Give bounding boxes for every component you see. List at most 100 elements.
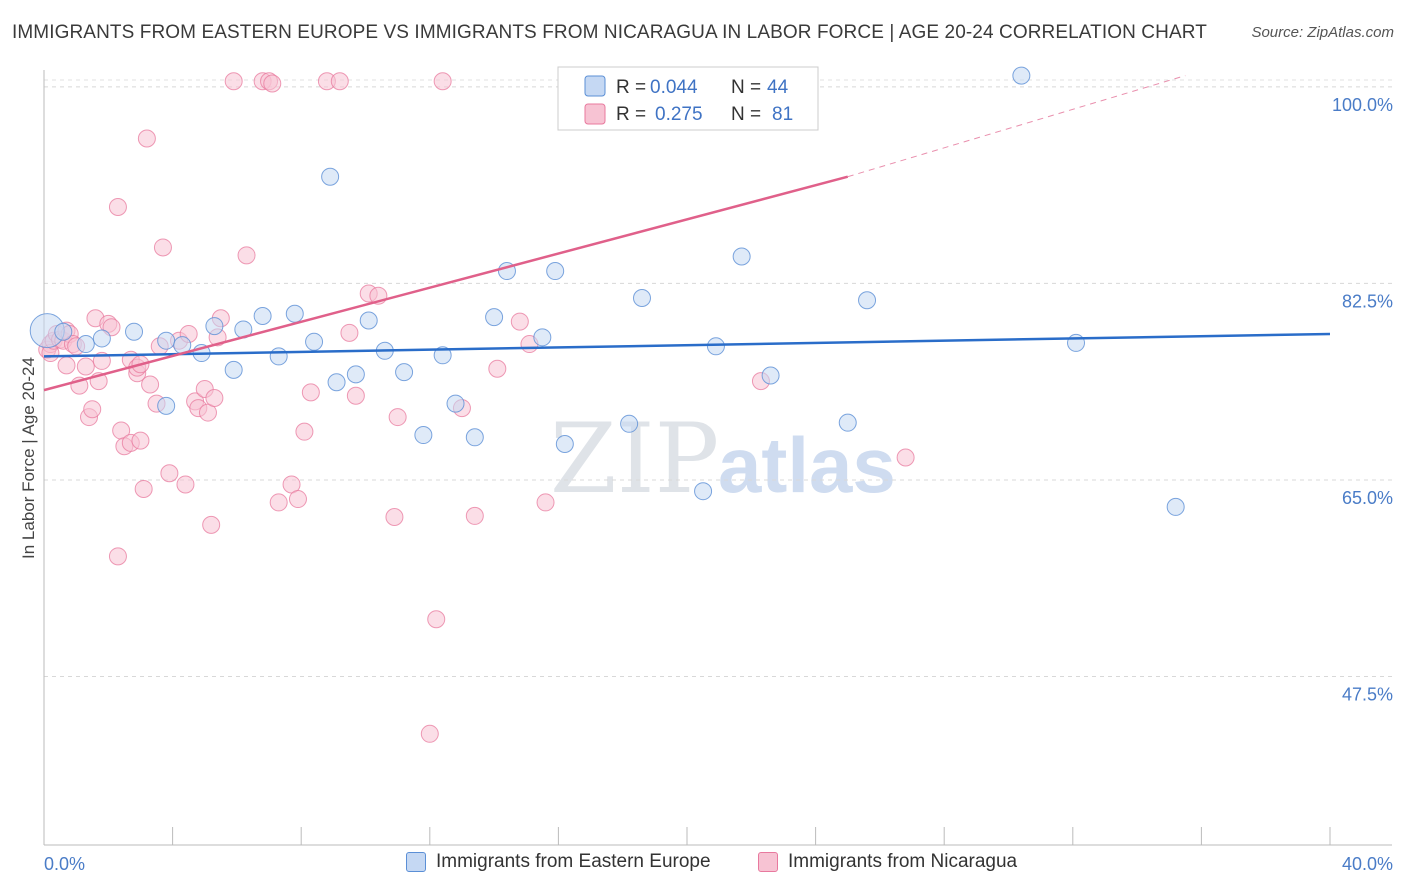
legend-n-value-2: 81 — [772, 104, 793, 125]
point-nicaragua-54 — [269, 493, 288, 512]
point-nicaragua-39 — [176, 475, 195, 494]
point-eastern-europe-15 — [305, 332, 324, 351]
point-eastern-europe-32 — [632, 289, 651, 308]
point-nicaragua-15 — [83, 400, 102, 419]
point-eastern-europe-13 — [269, 347, 288, 366]
legend-n-value-1: 44 — [767, 77, 789, 98]
point-nicaragua-36 — [153, 238, 172, 257]
point-eastern-europe-31 — [620, 414, 639, 433]
legend-swatch-blue — [584, 75, 606, 97]
y-tick-label-1: 82.5% — [1342, 291, 1393, 311]
point-nicaragua-60 — [330, 72, 349, 91]
point-eastern-europe-36 — [732, 247, 751, 266]
point-nicaragua-22 — [108, 547, 127, 566]
trend-line-eastern-europe — [43, 332, 1331, 358]
trend-lines — [43, 75, 1331, 392]
point-eastern-europe-16 — [321, 167, 340, 186]
point-nicaragua-56 — [288, 490, 307, 509]
point-nicaragua-31 — [134, 479, 153, 498]
tick-labels: 100.0% 82.5% 65.0% 47.5% 0.0% 40.0% — [44, 95, 1393, 874]
trend-line-nicaragua — [43, 175, 849, 392]
point-nicaragua-69 — [433, 72, 452, 91]
point-nicaragua-45 — [202, 515, 221, 534]
x-tick-label-0: 0.0% — [44, 854, 85, 874]
point-nicaragua-7 — [57, 356, 76, 375]
x-tick-label-1: 40.0% — [1342, 854, 1393, 874]
point-eastern-europe-18 — [346, 365, 365, 384]
point-nicaragua-57 — [295, 422, 314, 441]
bottom-legend-label-nicaragua: Immigrants from Nicaragua — [788, 851, 1018, 872]
y-tick-label-3: 47.5% — [1342, 685, 1393, 705]
point-nicaragua-73 — [510, 312, 529, 331]
legend-r-value-2: 0.275 — [655, 104, 703, 125]
point-eastern-europe-30 — [555, 435, 574, 454]
bottom-legend-label-eastern-europe: Immigrants from Eastern Europe — [436, 851, 711, 872]
point-eastern-europe-5 — [157, 396, 176, 415]
y-axis-label: In Labor Force | Age 20-24 — [19, 357, 38, 559]
point-eastern-europe-19 — [359, 311, 378, 330]
point-eastern-europe-26 — [485, 308, 504, 327]
y-tick-label-0: 100.0% — [1332, 95, 1393, 115]
point-nicaragua-67 — [420, 724, 439, 743]
point-eastern-europe-38 — [838, 413, 857, 432]
point-eastern-europe-34 — [694, 482, 713, 501]
point-eastern-europe-3 — [92, 329, 111, 348]
legend-r-value-1: 0.044 — [650, 77, 698, 98]
point-eastern-europe-35 — [706, 337, 725, 356]
point-eastern-europe-37 — [761, 366, 780, 385]
point-nicaragua-29 — [131, 431, 150, 450]
point-eastern-europe-24 — [446, 394, 465, 413]
bottom-legend-item-nicaragua: Immigrants from Nicaragua — [758, 851, 1017, 873]
point-nicaragua-68 — [427, 610, 446, 629]
legend-n-label-2: N = — [731, 104, 761, 125]
point-eastern-europe-41 — [1067, 333, 1086, 352]
point-eastern-europe-6 — [157, 331, 176, 350]
bottom-legend-item-eastern-europe: Immigrants from Eastern Europe — [406, 851, 711, 873]
point-nicaragua-46 — [205, 388, 224, 407]
legend-r-label-1: R = — [616, 77, 646, 98]
point-eastern-europe-39 — [858, 291, 877, 310]
axes — [43, 70, 1392, 846]
point-nicaragua-71 — [465, 506, 484, 525]
trend-line-nicaragua-extension — [847, 75, 1186, 178]
point-eastern-europe-9 — [205, 317, 224, 336]
point-nicaragua-50 — [237, 246, 256, 265]
chart-title: IMMIGRANTS FROM EASTERN EUROPE VS IMMIGR… — [12, 22, 1207, 43]
point-nicaragua-32 — [137, 129, 156, 148]
point-eastern-europe-14 — [285, 304, 304, 323]
chart-source: Source: ZipAtlas.com — [1251, 24, 1394, 41]
point-nicaragua-37 — [160, 464, 179, 483]
point-nicaragua-58 — [301, 383, 320, 402]
point-nicaragua-13 — [76, 357, 95, 376]
point-nicaragua-33 — [141, 375, 160, 394]
series-nicaragua-points — [38, 72, 915, 743]
point-nicaragua-49 — [224, 72, 243, 91]
point-eastern-europe-22 — [414, 426, 433, 445]
point-nicaragua-21 — [108, 198, 127, 217]
point-nicaragua-61 — [340, 323, 359, 342]
point-eastern-europe-4 — [125, 322, 144, 341]
bottom-legend-swatch-blue — [406, 852, 426, 872]
point-eastern-europe-21 — [395, 363, 414, 382]
watermark-atlas: atlas — [718, 421, 896, 509]
point-nicaragua-66 — [388, 408, 407, 427]
point-eastern-europe-23 — [433, 346, 452, 365]
point-eastern-europe-12 — [253, 306, 272, 325]
point-nicaragua-62 — [346, 386, 365, 405]
gridlines — [44, 79, 1392, 678]
legend-swatch-pink — [584, 103, 606, 125]
point-nicaragua-53 — [263, 74, 282, 93]
legend-n-label-1: N = — [731, 77, 761, 98]
point-eastern-europe-10 — [224, 360, 243, 379]
point-eastern-europe-25 — [465, 428, 484, 447]
y-tick-label-2: 65.0% — [1342, 488, 1393, 508]
point-eastern-europe-1 — [54, 322, 73, 341]
point-nicaragua-79 — [896, 448, 915, 467]
point-eastern-europe-2 — [76, 335, 95, 354]
point-eastern-europe-17 — [327, 373, 346, 392]
point-eastern-europe-40 — [1012, 66, 1031, 85]
correlation-legend: R = 0.044 N = 44 R = 0.275 N = 81 — [557, 66, 819, 131]
bottom-legend-swatch-pink — [758, 852, 778, 872]
point-eastern-europe-28 — [533, 328, 552, 347]
